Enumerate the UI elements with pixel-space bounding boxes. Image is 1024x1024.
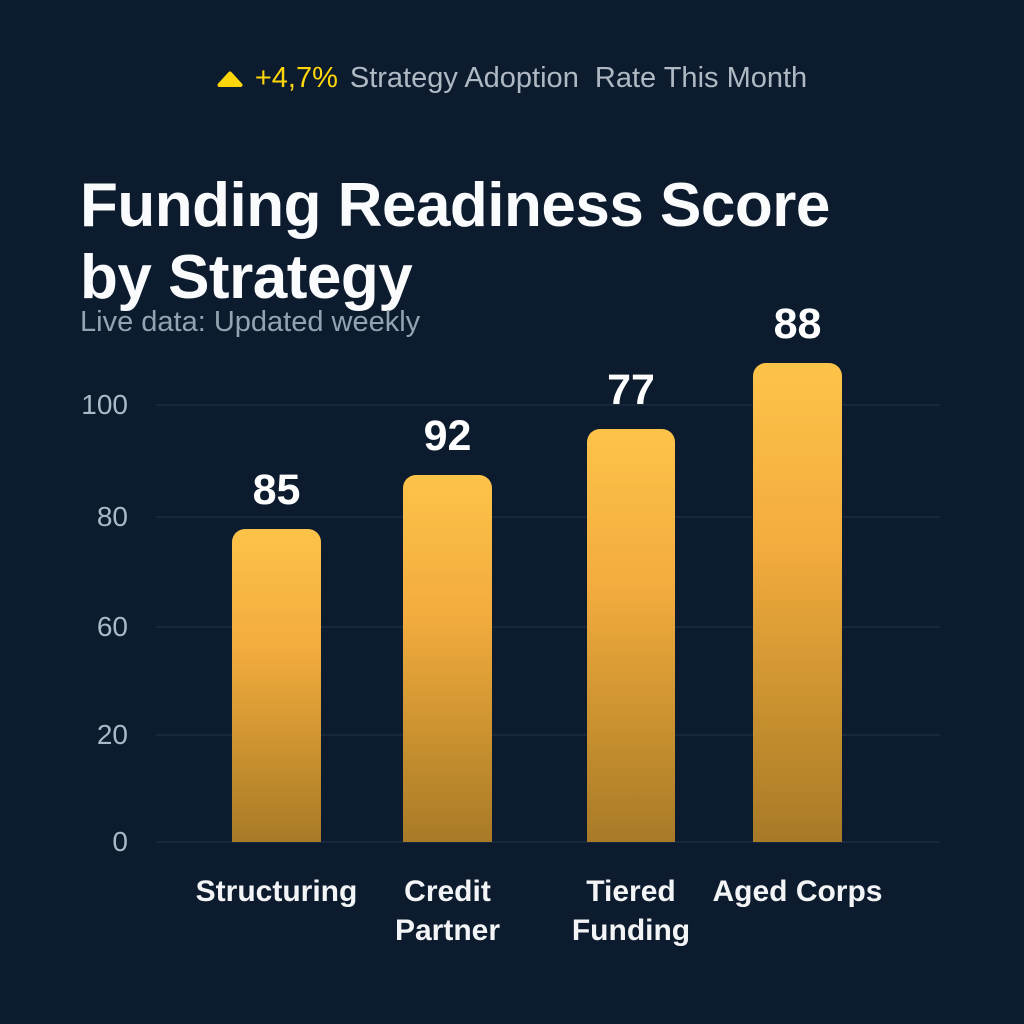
- page-title: Funding Readiness Score by Strategy: [80, 170, 830, 312]
- bar-tiered-funding: [587, 429, 675, 842]
- y-tick-label: 80: [96, 501, 128, 532]
- x-axis-label: Credit Partner: [394, 875, 501, 947]
- x-axis-label: Tiered Funding: [571, 875, 691, 947]
- x-axis-label: Structuring: [195, 875, 358, 908]
- y-tick-label: 100: [81, 389, 128, 420]
- y-tick-label: 0: [112, 826, 128, 857]
- bar-credit-partner: [403, 475, 492, 842]
- trend-up-icon: [217, 71, 243, 87]
- bar-value-label: 88: [773, 300, 822, 348]
- gridline: [156, 516, 940, 518]
- page-subtitle: Live data: Updated weekly: [80, 306, 421, 338]
- bar-value-label: 77: [607, 366, 655, 414]
- bar-structuring: [232, 529, 321, 842]
- gridline: [156, 626, 940, 628]
- kpi-delta: +4,7%: [254, 62, 338, 94]
- gridline: [156, 841, 940, 843]
- x-axis-label: Aged Corps: [712, 875, 883, 908]
- bar-value-label: 85: [252, 466, 301, 514]
- y-tick-label: 60: [96, 611, 128, 642]
- bar-aged-corps: [753, 363, 842, 842]
- kpi-annotation: +4,7% Strategy Adoption Rate This Month: [0, 62, 1024, 95]
- gridline: [156, 404, 940, 406]
- bar-value-label: 92: [423, 412, 472, 460]
- kpi-label: Strategy Adoption Rate This Month: [349, 62, 808, 94]
- y-tick-label: 20: [96, 719, 128, 750]
- gridline: [156, 734, 940, 736]
